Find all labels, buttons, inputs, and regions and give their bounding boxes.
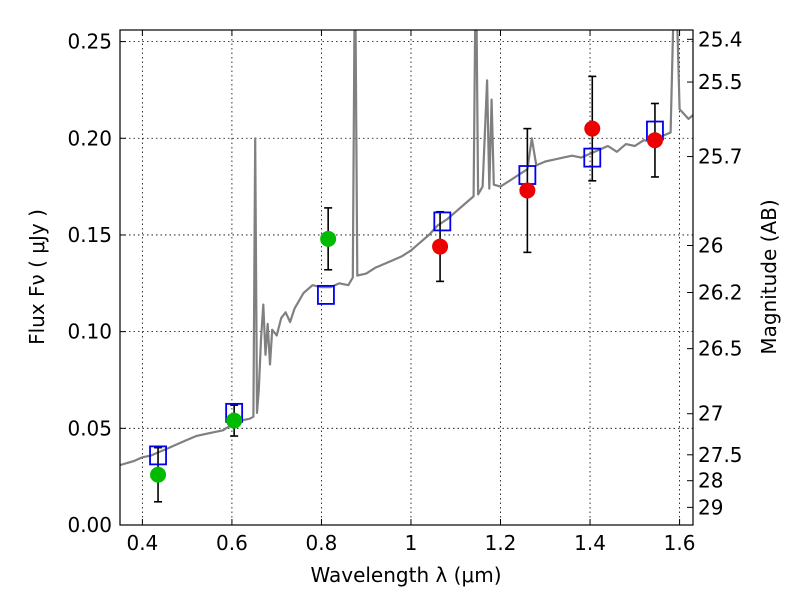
- x-tick-label: 0.8: [306, 531, 338, 555]
- y-right-tick-label: 26: [698, 234, 723, 258]
- y-right-axis-title: Magnitude (AB): [757, 199, 781, 354]
- observed-point: [150, 466, 167, 483]
- y-right-tick-label: 27.5: [698, 443, 743, 467]
- x-tick-label: 0.4: [126, 531, 158, 555]
- y-tick-label: 0.20: [67, 126, 112, 150]
- y-right-tick-label: 25.5: [698, 70, 743, 94]
- observed-point: [432, 238, 449, 255]
- y-right-tick-label: 26.2: [698, 281, 743, 305]
- y-tick-label: 0.25: [67, 30, 112, 54]
- y-right-tick-label: 25.4: [698, 27, 743, 51]
- marker-layer: [149, 120, 664, 483]
- y-right-tick-label: 29: [698, 495, 723, 519]
- observed-point: [646, 132, 663, 149]
- y-tick-label: 0.05: [67, 416, 112, 440]
- y-right-tick-label: 28: [698, 469, 723, 493]
- grid-lines: [120, 30, 693, 525]
- model-box-marker: [317, 285, 335, 305]
- model-box-marker: [149, 445, 167, 466]
- errorbar-layer: [154, 75, 659, 503]
- tick-layer: 0.4 0.6 0.8 1 1.2 1.4 1.6 0.00 0.05 0.10 0.15 0.20 0…: [67, 27, 742, 555]
- y-right-tick-label: 26.5: [698, 337, 743, 361]
- y-axis-title: Flux Fν ( μJy ): [25, 209, 49, 345]
- observed-point: [519, 182, 536, 199]
- x-tick-label: 1.4: [574, 531, 606, 555]
- model-box-marker: [433, 211, 452, 232]
- observed-point: [584, 120, 601, 137]
- y-tick-label: 0.10: [67, 320, 112, 344]
- x-tick-label: 0.6: [216, 531, 248, 555]
- x-tick-label: 1.2: [485, 531, 517, 555]
- x-tick-label: 1: [405, 531, 418, 555]
- y-right-tick-label: 27: [698, 402, 723, 426]
- y-right-tick-label: 25.7: [698, 145, 743, 169]
- spectrum-line: [120, 30, 693, 467]
- observed-point: [226, 412, 243, 429]
- y-tick-label: 0.00: [67, 513, 112, 537]
- x-tick-label: 1.6: [664, 531, 696, 555]
- y-tick-label: 0.15: [67, 223, 112, 247]
- spectrum-layer: [120, 30, 693, 467]
- model-box-marker: [583, 147, 602, 168]
- plot-frame: [119, 29, 694, 526]
- observed-point: [320, 230, 337, 247]
- x-axis-title: Wavelength λ (μm): [310, 563, 501, 587]
